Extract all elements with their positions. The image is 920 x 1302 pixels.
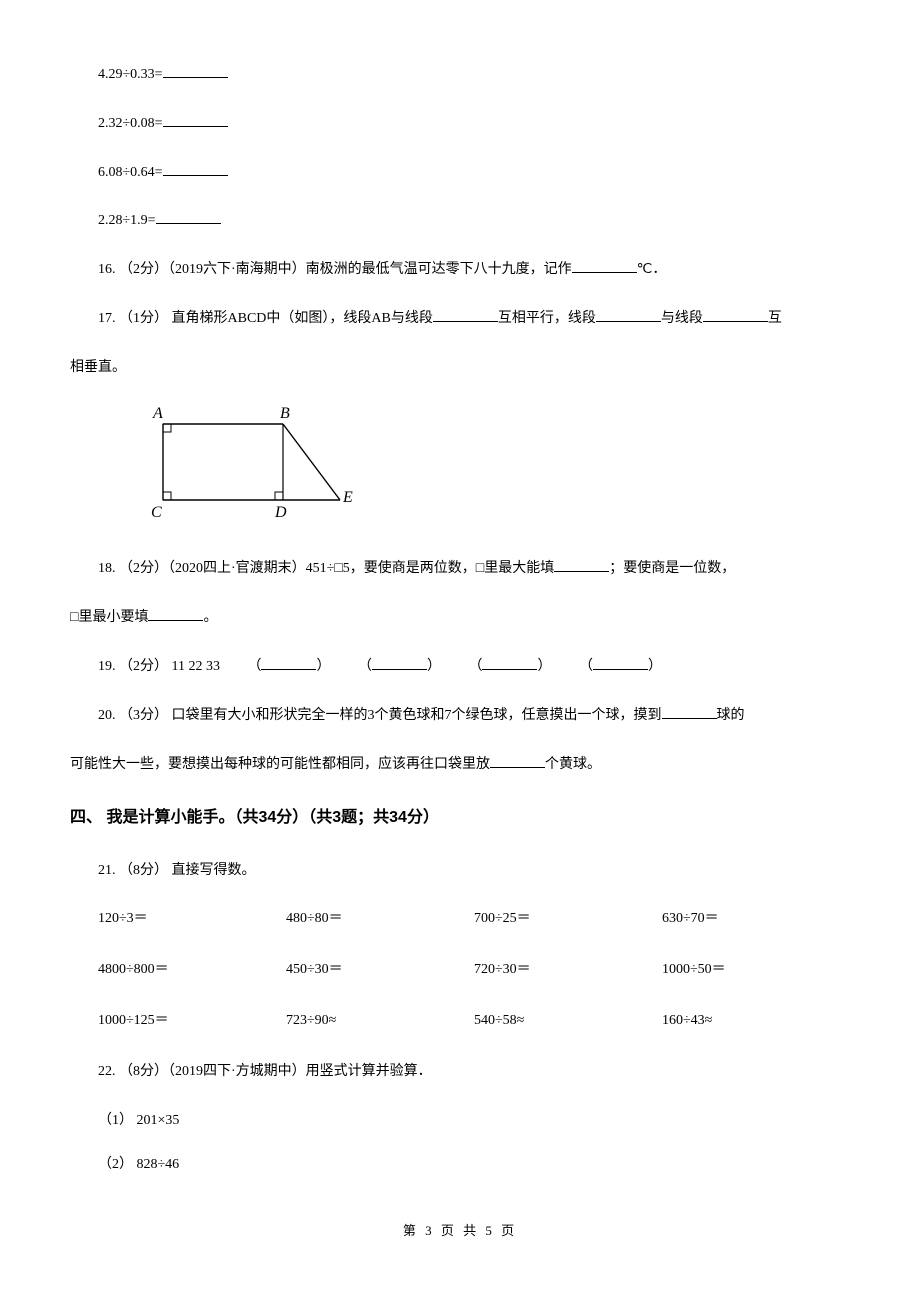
q16-prefix: 16. （2分）（2019六下·南海期中）南极洲的最低气温可达零下八十九度，记作 — [98, 262, 572, 277]
q19-prefix: 19. （2分） 11 22 33 — [98, 659, 220, 674]
q21-title: 21. （8分） 直接写得数。 — [70, 856, 850, 887]
calc-item: 480÷80＝ — [286, 904, 474, 935]
q18-line2: □里最小要填 。 — [70, 603, 850, 634]
answer-blank[interactable] — [593, 656, 648, 670]
q18-prefix: 18. （2分）（2020四上·官渡期末）451÷□5，要使商是两位数，□里最大… — [98, 561, 554, 576]
q20-l2-prefix: 可能性大一些，要想摸出每种球的可能性都相同，应该再往口袋里放 — [70, 757, 490, 772]
calc-item: 720÷30＝ — [474, 955, 662, 986]
q18-mid: ；要使商是一位数， — [609, 561, 735, 576]
label-A: A — [152, 405, 163, 422]
q22-sub-2: （2） 828÷46 — [70, 1150, 850, 1181]
q21-row-2: 4800÷800＝ 450÷30＝ 720÷30＝ 1000÷50＝ — [70, 955, 850, 986]
trapezoid-figure: A B C D E — [135, 402, 850, 535]
q20-line2: 可能性大一些，要想摸出每种球的可能性都相同，应该再往口袋里放 个黄球。 — [70, 750, 850, 781]
q18-line1: 18. （2分）（2020四上·官渡期末）451÷□5，要使商是两位数，□里最大… — [70, 554, 850, 585]
q16-suffix: ℃． — [637, 262, 667, 277]
q17-prefix: 17. （1分） 直角梯形ABCD中（如图），线段AB与线段 — [98, 311, 433, 326]
section-4-title: 四、 我是计算小能手。（共34分）（共3题；共34分） — [70, 800, 850, 835]
q17-mid2: 与线段 — [661, 311, 703, 326]
q21-row-1: 120÷3＝ 480÷80＝ 700÷25＝ 630÷70＝ — [70, 904, 850, 935]
calc-text: 2.28÷1.9= — [98, 213, 156, 228]
q18-l2-suffix: 。 — [203, 610, 217, 625]
q22-title: 22. （8分）（2019四下·方城期中）用竖式计算并验算． — [70, 1057, 850, 1088]
answer-blank[interactable] — [554, 558, 609, 572]
answer-blank[interactable] — [433, 308, 498, 322]
calc-item: 630÷70＝ — [662, 904, 850, 935]
q18-l2-prefix: □里最小要填 — [70, 610, 148, 625]
answer-blank[interactable] — [163, 162, 228, 176]
calc-item: 4800÷800＝ — [98, 955, 286, 986]
answer-blank[interactable] — [490, 754, 545, 768]
answer-blank[interactable] — [703, 308, 768, 322]
calc-text: 6.08÷0.64= — [98, 165, 163, 180]
calc-text: 2.32÷0.08= — [98, 116, 163, 131]
q15-calc-4: 2.28÷1.9= — [70, 206, 850, 237]
q15-calc-2: 2.32÷0.08= — [70, 109, 850, 140]
label-B: B — [280, 405, 290, 422]
answer-blank[interactable] — [372, 656, 427, 670]
q20-line1: 20. （3分） 口袋里有大小和形状完全一样的3个黄色球和7个绿色球，任意摸出一… — [70, 701, 850, 732]
calc-item: 160÷43≈ — [662, 1006, 850, 1037]
answer-blank[interactable] — [482, 656, 537, 670]
q20-mid: 球的 — [717, 708, 745, 723]
calc-item: 1000÷50＝ — [662, 955, 850, 986]
q17-line2: 相垂直。 — [70, 353, 850, 384]
calc-item: 540÷58≈ — [474, 1006, 662, 1037]
answer-blank[interactable] — [156, 210, 221, 224]
answer-blank[interactable] — [572, 259, 637, 273]
q15-calc-1: 4.29÷0.33= — [70, 60, 850, 91]
q22-sub-1: （1） 201×35 — [70, 1106, 850, 1137]
page-footer: 第 3 页 共 5 页 — [70, 1217, 850, 1246]
answer-blank[interactable] — [596, 308, 661, 322]
q21-row-3: 1000÷125＝ 723÷90≈ 540÷58≈ 160÷43≈ — [70, 1006, 850, 1037]
label-C: C — [151, 504, 162, 521]
answer-blank[interactable] — [261, 656, 316, 670]
q19: 19. （2分） 11 22 33 （） （） （） （） — [70, 652, 850, 683]
answer-blank[interactable] — [163, 64, 228, 78]
answer-blank[interactable] — [148, 607, 203, 621]
q17-suffix: 互 — [768, 311, 782, 326]
q20-prefix: 20. （3分） 口袋里有大小和形状完全一样的3个黄色球和7个绿色球，任意摸出一… — [98, 708, 662, 723]
answer-blank[interactable] — [662, 705, 717, 719]
q20-l2-suffix: 个黄球。 — [545, 757, 601, 772]
calc-item: 723÷90≈ — [286, 1006, 474, 1037]
q17-line1: 17. （1分） 直角梯形ABCD中（如图），线段AB与线段 互相平行，线段 与线段… — [70, 304, 850, 335]
label-E: E — [342, 489, 353, 506]
calc-item: 450÷30＝ — [286, 955, 474, 986]
q15-calc-3: 6.08÷0.64= — [70, 158, 850, 189]
calc-item: 1000÷125＝ — [98, 1006, 286, 1037]
answer-blank[interactable] — [163, 113, 228, 127]
label-D: D — [274, 504, 287, 521]
calc-item: 120÷3＝ — [98, 904, 286, 935]
q17-mid1: 互相平行，线段 — [498, 311, 596, 326]
calc-item: 700÷25＝ — [474, 904, 662, 935]
q16: 16. （2分）（2019六下·南海期中）南极洲的最低气温可达零下八十九度，记作… — [70, 255, 850, 286]
calc-text: 4.29÷0.33= — [98, 67, 163, 82]
